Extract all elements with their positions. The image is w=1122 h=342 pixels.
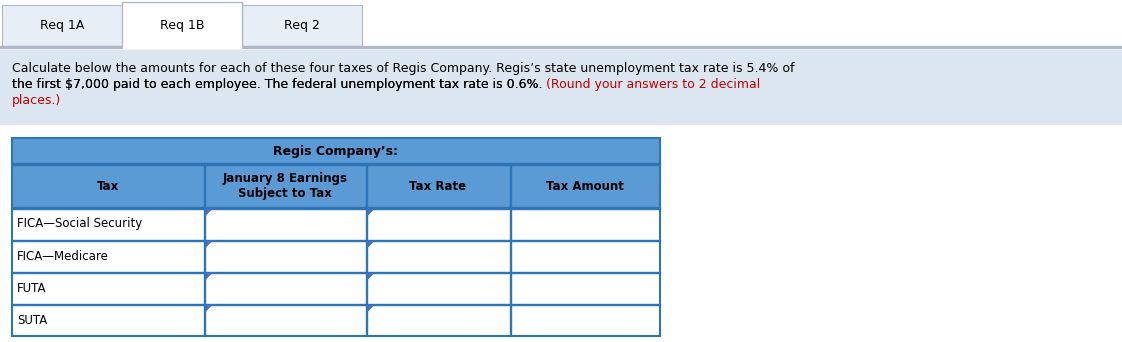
Text: FICA—Social Security: FICA—Social Security xyxy=(17,218,142,231)
Bar xyxy=(12,138,660,164)
Text: places.): places.) xyxy=(12,94,62,107)
Polygon shape xyxy=(205,305,212,312)
Bar xyxy=(511,272,512,304)
Bar xyxy=(12,208,660,240)
Polygon shape xyxy=(368,305,375,312)
FancyBboxPatch shape xyxy=(242,5,362,46)
Bar xyxy=(366,164,368,208)
Bar xyxy=(12,164,660,208)
Text: Req 2: Req 2 xyxy=(284,19,320,32)
FancyBboxPatch shape xyxy=(2,5,122,46)
Bar xyxy=(12,207,660,209)
Bar xyxy=(366,240,368,272)
Bar xyxy=(204,240,205,272)
Bar xyxy=(366,304,368,336)
Bar xyxy=(12,303,660,304)
Bar xyxy=(204,272,205,304)
Text: FICA—Medicare: FICA—Medicare xyxy=(17,250,109,263)
Text: January 8 Earnings
Subject to Tax: January 8 Earnings Subject to Tax xyxy=(222,172,348,200)
Bar xyxy=(204,208,205,240)
Text: (Round your answers to 2 decimal: (Round your answers to 2 decimal xyxy=(543,78,761,91)
Bar xyxy=(204,304,205,336)
Text: Req 1A: Req 1A xyxy=(39,19,84,32)
Bar xyxy=(366,272,368,304)
Bar xyxy=(511,164,512,208)
Bar xyxy=(12,272,660,304)
Text: FUTA: FUTA xyxy=(17,281,46,294)
Bar xyxy=(12,239,660,240)
Bar xyxy=(511,208,512,240)
Polygon shape xyxy=(368,273,375,280)
Polygon shape xyxy=(368,241,375,248)
Text: Tax Rate: Tax Rate xyxy=(410,180,467,193)
Polygon shape xyxy=(205,209,212,216)
Bar xyxy=(12,163,660,165)
Polygon shape xyxy=(205,273,212,280)
Bar xyxy=(123,45,241,48)
Text: the first $7,000 paid to each employee. The federal unemployment tax rate is 0.6: the first $7,000 paid to each employee. … xyxy=(12,78,543,91)
Bar xyxy=(204,164,205,208)
Polygon shape xyxy=(205,241,212,248)
Bar xyxy=(0,50,1122,125)
Polygon shape xyxy=(368,209,375,216)
Bar xyxy=(0,46,1122,48)
Bar xyxy=(12,272,660,273)
Text: Req 1B: Req 1B xyxy=(159,19,204,32)
Text: the first $7,000 paid to each employee. The federal unemployment tax rate is 0.6: the first $7,000 paid to each employee. … xyxy=(12,78,543,91)
Text: Tax Amount: Tax Amount xyxy=(546,180,624,193)
Bar xyxy=(12,304,660,336)
Bar xyxy=(366,208,368,240)
Bar xyxy=(12,138,660,336)
FancyBboxPatch shape xyxy=(122,2,242,47)
Bar xyxy=(511,240,512,272)
Bar xyxy=(511,304,512,336)
Text: Calculate below the amounts for each of these four taxes of Regis Company. Regis: Calculate below the amounts for each of … xyxy=(12,62,794,75)
Text: Tax: Tax xyxy=(96,180,119,193)
Text: Regis Company’s:: Regis Company’s: xyxy=(274,145,398,158)
Text: SUTA: SUTA xyxy=(17,314,47,327)
Bar xyxy=(12,240,660,272)
